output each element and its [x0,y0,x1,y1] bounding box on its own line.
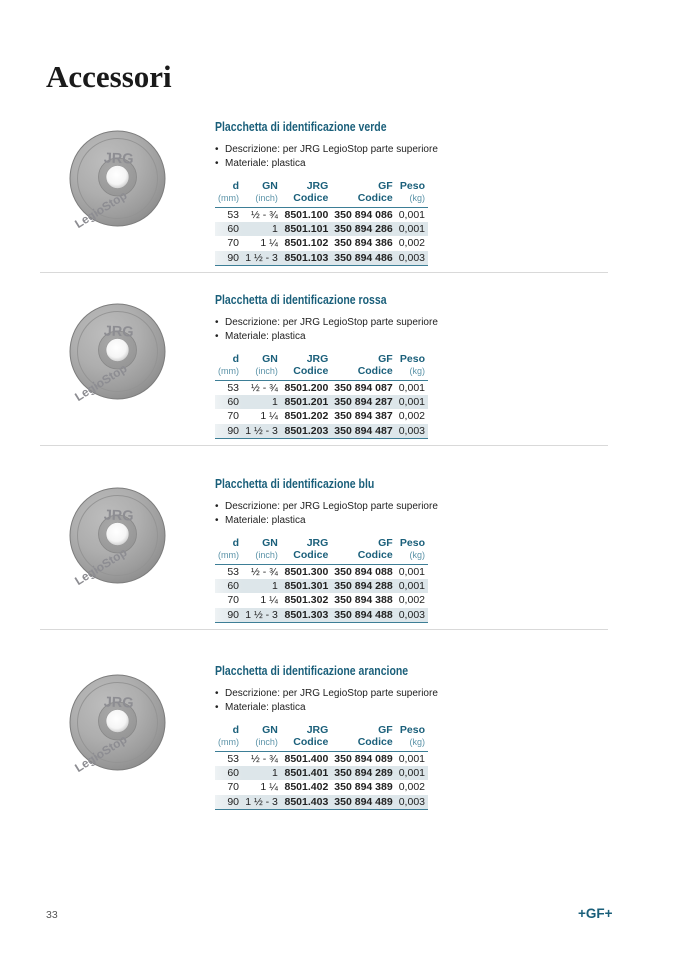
svg-text:JRG: JRG [103,323,133,340]
svg-text:JRG: JRG [103,150,133,167]
svg-text:JRG: JRG [103,507,133,524]
svg-text:JRG: JRG [103,694,133,711]
